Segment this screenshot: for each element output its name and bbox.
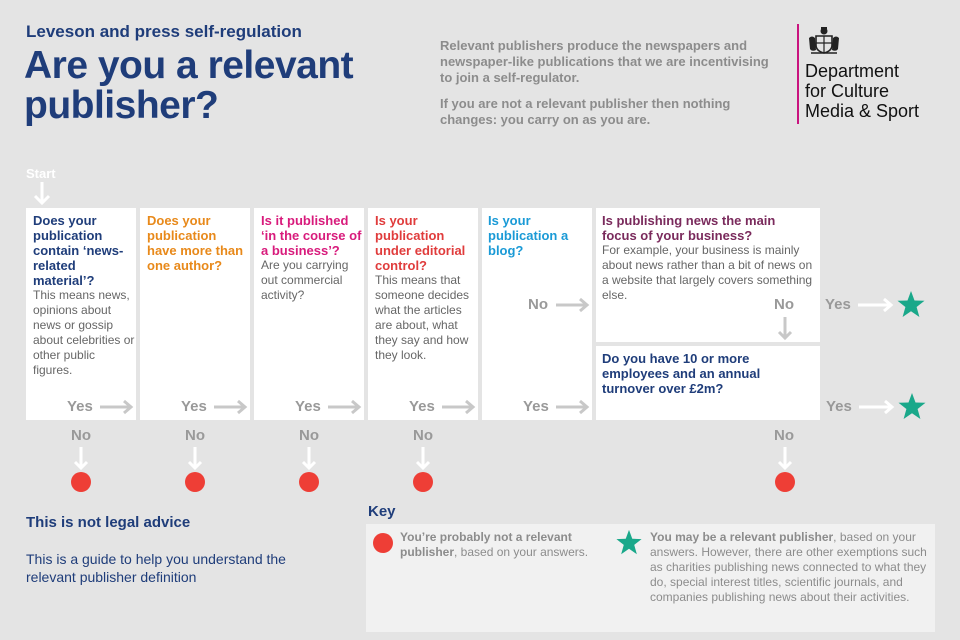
no-label-3: No <box>299 427 319 444</box>
question-box-4: Is your publication under editorial cont… <box>368 208 478 420</box>
start-label: Start <box>26 166 56 181</box>
down-arrow-icon <box>415 447 431 471</box>
key-green-rest: , based on your answers. However, there … <box>650 530 927 604</box>
intro-text: Relevant publishers produce the newspape… <box>440 38 775 138</box>
down-arrow-icon <box>301 447 317 471</box>
no-label-2: No <box>185 427 205 444</box>
no-label-4: No <box>413 427 433 444</box>
down-arrow-icon <box>777 447 793 471</box>
question-box-3: Is it published ‘in the course of a busi… <box>254 208 364 420</box>
down-arrow-icon <box>187 447 203 471</box>
logo-line-3: Media & Sport <box>805 101 920 121</box>
page-kicker: Leveson and press self-regulation <box>26 22 302 41</box>
right-arrow-icon <box>556 399 590 415</box>
question-box-2: Does your publication have more than one… <box>140 208 250 420</box>
key-title: Key <box>368 503 396 520</box>
key-red-text: You’re probably not a relevant publisher… <box>400 530 605 560</box>
yes-label-3: Yes <box>295 398 321 415</box>
key-red-circle <box>373 533 393 553</box>
start-arrow-icon <box>33 182 51 206</box>
red-outcome-circle <box>71 472 91 492</box>
question-text-6: Is publishing news the main focus of you… <box>602 213 776 243</box>
yes-label-employees: Yes <box>826 398 852 415</box>
question-text-2: Does your publication have more than one… <box>147 213 244 273</box>
red-outcome-circle <box>185 472 205 492</box>
page-title: Are you a relevant publisher? <box>24 44 354 127</box>
question-text-3: Is it published ‘in the course of a busi… <box>261 213 362 258</box>
question-text-5: Is your publication a blog? <box>488 213 569 258</box>
yes-label-1: Yes <box>67 398 93 415</box>
question-box-1: Does your publication contain ‘news-rela… <box>26 208 136 420</box>
right-arrow-icon <box>556 297 590 313</box>
intro-paragraph-2: If you are not a relevant publisher then… <box>440 96 731 127</box>
disclaimer-title: This is not legal advice <box>26 514 191 531</box>
yes-label-2: Yes <box>181 398 207 415</box>
key-green-text: You may be a relevant publisher, based o… <box>650 530 928 605</box>
question-detail-4: This means that someone decides what the… <box>375 273 470 362</box>
dcms-logo: Department for Culture Media & Sport <box>797 24 947 124</box>
red-outcome-circle <box>775 472 795 492</box>
logo-line-1: Department <box>805 61 900 81</box>
no-label-employees: No <box>774 427 794 444</box>
right-arrow-icon <box>100 399 134 415</box>
question-detail-1: This means news, opinions about news or … <box>33 288 135 377</box>
logo-text: Department for Culture Media & Sport <box>805 61 919 121</box>
no-label-blog: No <box>528 296 548 313</box>
red-outcome-circle <box>413 472 433 492</box>
down-arrow-icon <box>777 317 793 341</box>
key-red-bold: You’re probably not a relevant publisher <box>400 530 572 559</box>
key-panel: You’re probably not a relevant publisher… <box>366 524 935 632</box>
yes-label-4: Yes <box>409 398 435 415</box>
right-arrow-icon <box>442 399 476 415</box>
yes-label-main-focus: Yes <box>825 296 851 313</box>
royal-crest-icon <box>809 27 839 54</box>
no-label-main-focus: No <box>774 296 794 313</box>
no-label-1: No <box>71 427 91 444</box>
question-detail-6: For example, your business is mainly abo… <box>602 243 813 302</box>
down-arrow-icon <box>73 447 89 471</box>
right-arrow-icon <box>328 399 362 415</box>
question-detail-3: Are you carrying out commercial activity… <box>261 258 349 302</box>
intro-paragraph-1: Relevant publishers produce the newspape… <box>440 38 769 85</box>
star-icon <box>898 393 926 419</box>
question-box-6: Is publishing news the main focus of you… <box>596 208 820 342</box>
question-text-4: Is your publication under editorial cont… <box>375 213 466 273</box>
logo-accent-bar <box>797 24 799 124</box>
red-outcome-circle <box>299 472 319 492</box>
question-box-5: Is your publication a blog? <box>482 208 592 420</box>
right-arrow-icon <box>858 297 894 313</box>
key-green-bold: You may be a relevant publisher <box>650 530 834 544</box>
key-red-rest: , based on your answers. <box>454 545 589 559</box>
question-text-1: Does your publication contain ‘news-rela… <box>33 213 124 288</box>
logo-line-2: for Culture <box>805 81 890 101</box>
key-star-icon <box>616 529 642 555</box>
yes-label-5: Yes <box>523 398 549 415</box>
question-box-7: Do you have 10 or more employees and an … <box>596 346 820 420</box>
question-text-7: Do you have 10 or more employees and an … <box>602 351 761 396</box>
right-arrow-icon <box>214 399 248 415</box>
star-icon <box>897 291 925 317</box>
disclaimer-body: This is a guide to help you understand t… <box>26 551 286 585</box>
right-arrow-icon <box>859 399 895 415</box>
